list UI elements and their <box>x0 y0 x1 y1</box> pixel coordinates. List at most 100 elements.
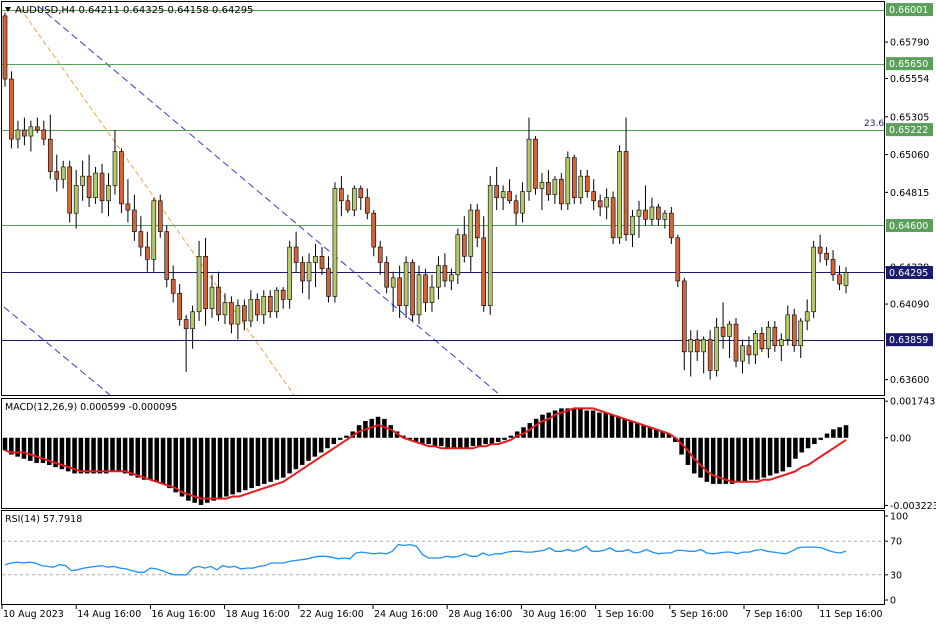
candle-body <box>287 246 292 300</box>
macd-bar <box>654 429 659 438</box>
fib-label: 23.6 <box>864 119 884 129</box>
macd-bar <box>230 437 235 495</box>
rsi-tick-label: 70 <box>890 537 902 548</box>
candle <box>727 321 732 359</box>
time-axis: 10 Aug 2023 14 Aug 16:00 16 Aug 16:00 18 Au… <box>1 605 883 620</box>
macd-bar <box>306 437 311 461</box>
candle <box>170 265 176 303</box>
price-level-tag: 0.64600 <box>886 218 933 232</box>
candle-body <box>746 345 752 356</box>
candle <box>377 240 383 275</box>
candle-body <box>416 274 422 316</box>
price-tag-bg <box>886 265 933 279</box>
candle-body <box>753 333 758 356</box>
candle-body <box>649 206 655 220</box>
candle <box>429 274 435 312</box>
candle <box>267 290 273 318</box>
candle <box>656 203 661 226</box>
macd-bar <box>476 437 482 447</box>
candle-body <box>481 237 487 306</box>
macd-bar <box>831 429 836 438</box>
candle-body <box>733 323 739 362</box>
candle-body <box>798 320 804 346</box>
candle <box>733 317 739 368</box>
candle-body <box>830 259 836 276</box>
candle <box>216 271 221 322</box>
candle-body <box>429 286 435 303</box>
price-tag-label: 0.64295 <box>889 268 928 279</box>
candle <box>410 259 415 322</box>
candle-body <box>177 292 182 320</box>
candle <box>293 231 299 272</box>
candle-body <box>656 206 661 220</box>
candle <box>500 185 506 211</box>
macd-bar <box>179 437 185 497</box>
macd-bar <box>729 437 735 484</box>
upper-blue-channel-line[interactable] <box>37 5 501 395</box>
candle-body <box>293 246 299 263</box>
rsi-axis: 100 70 30 0 <box>884 512 908 607</box>
candle-body <box>132 209 137 232</box>
candle-body <box>183 319 189 330</box>
candle-body <box>190 311 195 330</box>
macd-bar <box>420 437 425 445</box>
candle-body <box>112 151 118 186</box>
candle <box>474 203 480 248</box>
candle-body <box>35 126 40 131</box>
candle <box>196 240 202 322</box>
macd-bar <box>337 437 343 440</box>
candle-body <box>60 166 66 180</box>
macd-bar <box>413 437 419 442</box>
candle <box>9 71 14 149</box>
rsi-tick-label: 30 <box>890 570 902 581</box>
price-tag-bg <box>886 3 933 17</box>
candle-body <box>384 262 389 288</box>
candle-body <box>99 172 105 202</box>
candle <box>539 173 545 211</box>
candle <box>707 330 713 380</box>
candle <box>177 284 182 326</box>
dropdown-arrow-icon[interactable] <box>5 7 11 12</box>
macd-bar <box>755 437 760 480</box>
macd-bar <box>344 435 349 438</box>
candle-body <box>455 234 461 276</box>
candle-body <box>229 302 234 325</box>
candle-body <box>681 280 687 353</box>
candle-body <box>364 197 370 214</box>
macd-bar <box>72 437 77 474</box>
candle <box>326 256 331 303</box>
candle <box>138 216 144 257</box>
candle <box>468 203 474 272</box>
macd-pane-border <box>1 398 885 509</box>
lower-blue-channel-line[interactable] <box>3 306 111 395</box>
candle <box>164 225 170 288</box>
macd-bar <box>53 437 58 468</box>
macd-bar <box>799 437 805 453</box>
candle-body <box>707 339 713 371</box>
candle-body <box>267 296 273 313</box>
candle <box>604 188 609 220</box>
candle <box>759 327 765 352</box>
candle-body <box>274 289 280 313</box>
candle-body <box>80 175 85 186</box>
candle <box>397 265 402 318</box>
candle-body <box>559 178 564 205</box>
candle-body <box>669 212 674 239</box>
macd-bar <box>293 437 299 470</box>
macd-bar <box>470 437 476 447</box>
candle-body <box>138 231 144 248</box>
macd-bar <box>666 433 672 438</box>
macd-bar <box>843 425 849 438</box>
candle-body <box>662 212 668 220</box>
candle <box>766 321 771 359</box>
candle-body <box>513 200 519 214</box>
candle-body <box>235 305 241 325</box>
candle-body <box>319 255 325 269</box>
macd-bar <box>584 410 590 438</box>
macd-bar <box>723 437 729 484</box>
price-level-tag: 0.64295 <box>886 265 933 279</box>
candle <box>93 166 98 204</box>
candle-body <box>526 138 532 192</box>
orange-trend-line[interactable] <box>19 7 295 395</box>
